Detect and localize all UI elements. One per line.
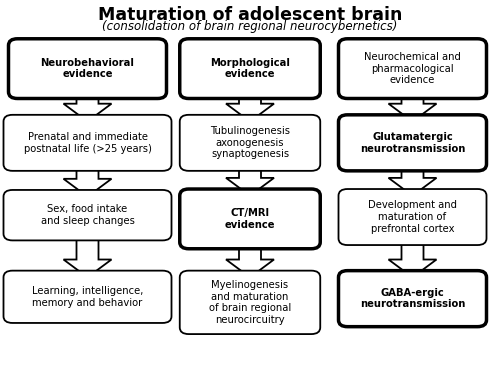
Text: Prenatal and immediate
postnatal life (>25 years): Prenatal and immediate postnatal life (>… <box>24 132 152 154</box>
Text: Sex, food intake
and sleep changes: Sex, food intake and sleep changes <box>40 204 134 226</box>
FancyBboxPatch shape <box>180 271 320 334</box>
Text: Tubulinogenesis
axonogenesis
synaptogenesis: Tubulinogenesis axonogenesis synaptogene… <box>210 126 290 160</box>
Polygon shape <box>226 164 274 196</box>
FancyBboxPatch shape <box>180 115 320 171</box>
FancyBboxPatch shape <box>180 39 320 99</box>
Polygon shape <box>388 92 436 121</box>
Text: Learning, intelligence,
memory and behavior: Learning, intelligence, memory and behav… <box>32 286 143 308</box>
Text: Morphological
evidence: Morphological evidence <box>210 58 290 79</box>
FancyBboxPatch shape <box>338 115 486 171</box>
Polygon shape <box>388 239 436 278</box>
Text: CT/MRI
evidence: CT/MRI evidence <box>225 208 275 230</box>
FancyBboxPatch shape <box>338 39 486 99</box>
Polygon shape <box>226 92 274 121</box>
FancyBboxPatch shape <box>338 271 486 326</box>
FancyBboxPatch shape <box>180 189 320 249</box>
Text: Neurobehavioral
evidence: Neurobehavioral evidence <box>40 58 134 79</box>
Polygon shape <box>388 164 436 196</box>
Text: Myelinogenesis
and maturation
of brain regional
neurocircuitry: Myelinogenesis and maturation of brain r… <box>209 280 291 325</box>
Polygon shape <box>64 234 112 278</box>
FancyBboxPatch shape <box>338 189 486 245</box>
FancyBboxPatch shape <box>4 115 172 171</box>
Text: Glutamatergic
neurotransmission: Glutamatergic neurotransmission <box>360 132 465 154</box>
Polygon shape <box>226 242 274 278</box>
Text: Development and
maturation of
prefrontal cortex: Development and maturation of prefrontal… <box>368 200 457 234</box>
Text: (consolidation of brain regional neurocybernetics): (consolidation of brain regional neurocy… <box>102 20 398 33</box>
FancyBboxPatch shape <box>4 190 172 240</box>
Polygon shape <box>64 164 112 197</box>
Text: Maturation of adolescent brain: Maturation of adolescent brain <box>98 6 402 24</box>
FancyBboxPatch shape <box>4 271 172 323</box>
Text: GABA-ergic
neurotransmission: GABA-ergic neurotransmission <box>360 288 465 309</box>
Text: Neurochemical and
pharmacological
evidence: Neurochemical and pharmacological eviden… <box>364 52 461 85</box>
Polygon shape <box>64 92 112 121</box>
FancyBboxPatch shape <box>8 39 166 99</box>
